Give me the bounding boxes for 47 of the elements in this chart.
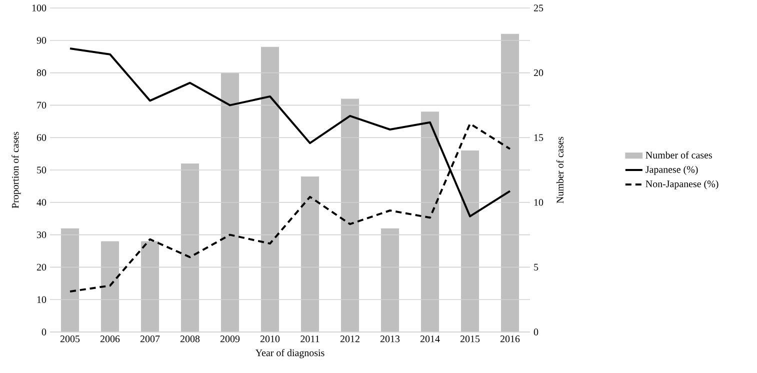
bar xyxy=(181,164,200,332)
x-tick-label: 2006 xyxy=(100,336,120,342)
y-tick-label: 100 xyxy=(32,4,46,12)
y-tick-label: 90 xyxy=(36,37,46,44)
legend-label: Japanese (%) xyxy=(646,166,698,175)
y-tick-label: 60 xyxy=(36,134,46,141)
y-tick-label: 70 xyxy=(37,102,46,109)
bar xyxy=(461,150,480,332)
bar xyxy=(421,112,440,332)
x-tick-label: 2008 xyxy=(180,336,200,342)
x-tick-label: 2011 xyxy=(300,336,320,342)
bar xyxy=(341,98,360,332)
bar xyxy=(381,228,400,332)
bar xyxy=(501,34,520,332)
y-tick-label: 20 xyxy=(36,264,46,271)
bar xyxy=(101,241,119,332)
legend-label: Non-Japanese (%) xyxy=(646,180,718,190)
y2-tick-label: 5 xyxy=(534,264,538,271)
y-tick-label: 50 xyxy=(37,166,46,174)
x-tick-label: 2016 xyxy=(500,336,520,342)
y-tick-label: 30 xyxy=(37,231,46,238)
x-tick-label: 2010 xyxy=(260,336,280,342)
y2-axis-title: Number of cases xyxy=(556,136,564,204)
x-tick-label: 2005 xyxy=(60,336,80,342)
y-tick-label: 80 xyxy=(36,69,46,76)
y-tick-label: 10 xyxy=(37,296,46,303)
y2-tick-label: 20 xyxy=(534,69,544,76)
x-tick-label: 2015 xyxy=(460,336,480,342)
y2-tick-label: 25 xyxy=(534,4,544,12)
x-tick-label: 2007 xyxy=(140,336,160,342)
y2-tick-label: 15 xyxy=(534,134,544,141)
x-tick-label: 2009 xyxy=(220,336,240,342)
bar xyxy=(61,228,79,332)
x-tick-label: 2014 xyxy=(420,336,440,342)
y-tick-label: 0 xyxy=(42,328,46,336)
y-axis-title: Proportion of cases xyxy=(12,132,21,208)
bar xyxy=(261,46,280,332)
legend-label: Number of cases xyxy=(646,151,712,158)
y2-tick-label: 10 xyxy=(534,199,544,206)
x-tick-label: 2013 xyxy=(380,336,400,342)
bar xyxy=(141,241,160,332)
x-axis-title: Year of diagnosis xyxy=(255,349,324,358)
y2-tick-label: 0 xyxy=(534,328,538,336)
bar xyxy=(301,176,320,332)
bar xyxy=(221,72,240,332)
x-tick-label: 2012 xyxy=(340,336,360,342)
y-tick-label: 40 xyxy=(36,199,46,206)
